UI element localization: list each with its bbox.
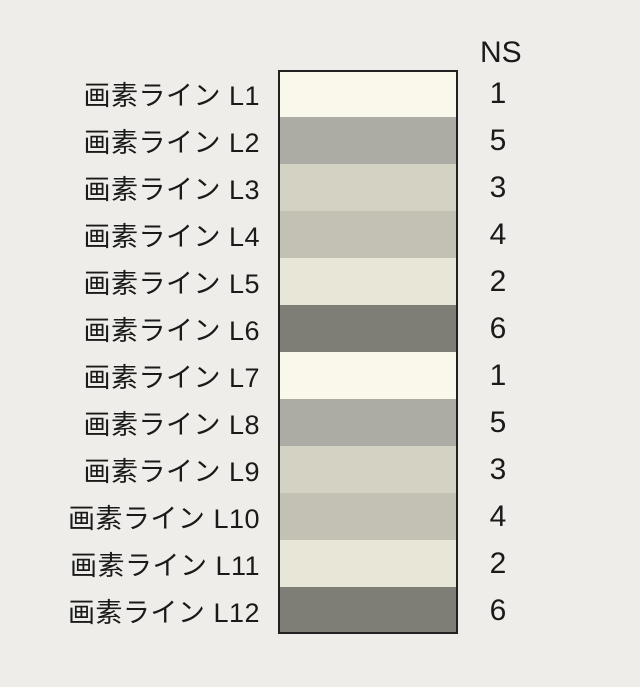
row-swatch — [278, 587, 458, 634]
row-label: 画素ライン L9 — [60, 450, 278, 489]
row-swatch — [278, 305, 458, 352]
row-swatch — [278, 446, 458, 493]
pixel-line-row: 画素ライン L2 5 — [60, 117, 600, 164]
header-row: NS — [60, 30, 600, 70]
pixel-line-row: 画素ライン L8 5 — [60, 399, 600, 446]
row-ns-value: 3 — [458, 453, 538, 487]
row-swatch — [278, 70, 458, 117]
row-ns-value: 1 — [458, 359, 538, 393]
row-label: 画素ライン L6 — [60, 309, 278, 348]
row-ns-value: 6 — [458, 312, 538, 346]
row-label: 画素ライン L2 — [60, 121, 278, 160]
pixel-line-row: 画素ライン L6 6 — [60, 305, 600, 352]
row-label: 画素ライン L5 — [60, 262, 278, 301]
row-ns-value: 5 — [458, 406, 538, 440]
pixel-line-row: 画素ライン L12 6 — [60, 587, 600, 634]
row-ns-value: 2 — [458, 265, 538, 299]
row-swatch — [278, 117, 458, 164]
pixel-line-row: 画素ライン L7 1 — [60, 352, 600, 399]
row-ns-value: 2 — [458, 547, 538, 581]
row-ns-value: 5 — [458, 124, 538, 158]
row-swatch — [278, 211, 458, 258]
pixel-line-row: 画素ライン L1 1 — [60, 70, 600, 117]
row-ns-value: 3 — [458, 171, 538, 205]
pixel-line-row: 画素ライン L5 2 — [60, 258, 600, 305]
row-label: 画素ライン L7 — [60, 356, 278, 395]
row-ns-value: 4 — [458, 218, 538, 252]
pixel-line-row: 画素ライン L3 3 — [60, 164, 600, 211]
pixel-line-diagram: NS 画素ライン L11画素ライン L25画素ライン L33画素ライン L44画… — [60, 30, 600, 634]
row-label: 画素ライン L4 — [60, 215, 278, 254]
row-swatch — [278, 540, 458, 587]
row-label: 画素ライン L11 — [60, 544, 278, 583]
row-label: 画素ライン L8 — [60, 403, 278, 442]
rows-container: 画素ライン L11画素ライン L25画素ライン L33画素ライン L44画素ライ… — [60, 70, 600, 634]
row-ns-value: 1 — [458, 77, 538, 111]
row-ns-value: 6 — [458, 594, 538, 628]
row-swatch — [278, 352, 458, 399]
pixel-line-row: 画素ライン L9 3 — [60, 446, 600, 493]
row-label: 画素ライン L10 — [60, 497, 278, 536]
row-label: 画素ライン L3 — [60, 168, 278, 207]
row-ns-value: 4 — [458, 500, 538, 534]
pixel-line-row: 画素ライン L11 2 — [60, 540, 600, 587]
pixel-line-row: 画素ライン L4 4 — [60, 211, 600, 258]
header-ns: NS — [480, 36, 522, 70]
row-swatch — [278, 258, 458, 305]
pixel-line-row: 画素ライン L10 4 — [60, 493, 600, 540]
row-swatch — [278, 493, 458, 540]
row-label: 画素ライン L12 — [60, 591, 278, 630]
row-label: 画素ライン L1 — [60, 74, 278, 113]
row-swatch — [278, 399, 458, 446]
row-swatch — [278, 164, 458, 211]
